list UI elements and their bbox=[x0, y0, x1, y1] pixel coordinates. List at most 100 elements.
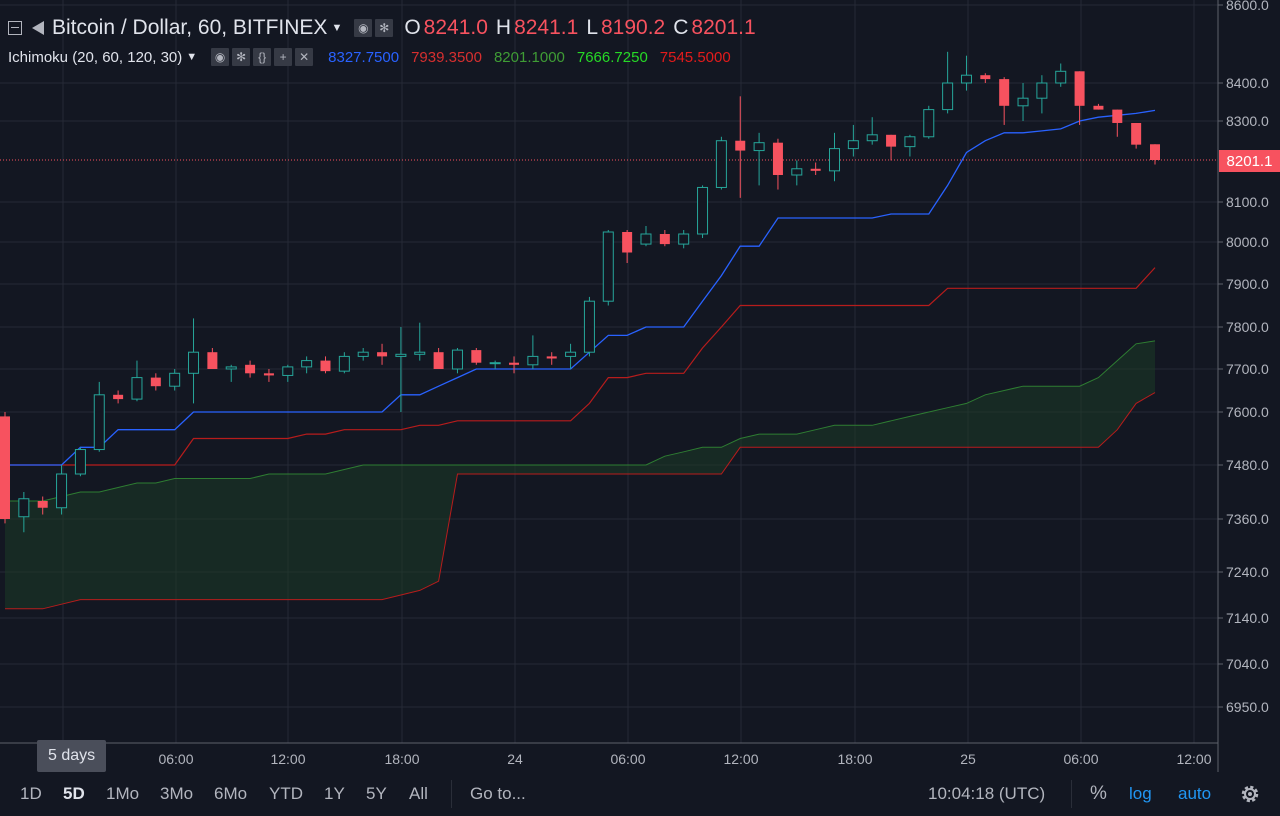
candle-body bbox=[131, 377, 143, 400]
price-tick-label: 8300.0 bbox=[1226, 113, 1269, 129]
range-1d[interactable]: 1D bbox=[20, 784, 42, 803]
candle-body bbox=[1017, 97, 1029, 107]
toolbar-divider bbox=[1071, 780, 1072, 808]
candle-body bbox=[357, 351, 369, 357]
price-tick-label: 7900.0 bbox=[1226, 276, 1269, 292]
candlestick-series bbox=[0, 51, 1160, 533]
candle-body bbox=[74, 449, 86, 475]
candle-body bbox=[489, 362, 501, 365]
candle-body bbox=[886, 134, 897, 147]
candle-body bbox=[829, 148, 841, 172]
settings-icon[interactable]: ✻ bbox=[232, 48, 251, 66]
range-1y[interactable]: 1Y bbox=[324, 784, 345, 803]
candle-body bbox=[640, 233, 652, 245]
price-tick-label: 7800.0 bbox=[1226, 319, 1269, 335]
range-ytd[interactable]: YTD bbox=[269, 784, 303, 803]
ohlc-high-value: 8241.1 bbox=[514, 16, 579, 39]
indicator-value-base: 7939.3500 bbox=[411, 48, 482, 66]
indicator-name[interactable]: Ichimoku (20, 60, 120, 30) bbox=[8, 48, 183, 66]
symbol-title[interactable]: Bitcoin / Dollar, 60, BITFINEX bbox=[52, 16, 328, 39]
utc-clock[interactable]: 10:04:18 (UTC) bbox=[928, 784, 1046, 803]
time-tick-label: 24 bbox=[507, 751, 523, 767]
candle-body bbox=[565, 351, 577, 357]
source-code-icon[interactable]: {} bbox=[253, 48, 272, 66]
candle-body bbox=[1036, 82, 1048, 99]
candle-body bbox=[791, 168, 803, 176]
collapse-legend-button[interactable] bbox=[8, 21, 22, 35]
range-3mo[interactable]: 3Mo bbox=[160, 784, 194, 803]
candle-body bbox=[772, 142, 783, 175]
price-tick-label: 7040.0 bbox=[1226, 656, 1269, 672]
candle-body bbox=[622, 232, 633, 253]
candle-body bbox=[188, 351, 200, 374]
candle-body bbox=[697, 186, 709, 235]
time-tick-label: 12:00 bbox=[1176, 751, 1211, 767]
time-tick-label: 18:00 bbox=[384, 751, 419, 767]
percent-scale-toggle[interactable]: % bbox=[1090, 783, 1107, 804]
range-5d[interactable]: 5D bbox=[63, 784, 85, 803]
range-5y[interactable]: 5Y bbox=[366, 784, 387, 803]
plus-icon[interactable]: + bbox=[274, 48, 293, 66]
candle-body bbox=[960, 74, 972, 84]
ohlc-high-key: H bbox=[495, 16, 512, 39]
series-actions: ◉ ✻ bbox=[354, 19, 396, 37]
candle-body bbox=[999, 79, 1010, 106]
ohlc-low-value: 8190.2 bbox=[601, 16, 666, 39]
chevron-down-icon[interactable]: ▼ bbox=[331, 22, 343, 34]
candle-body bbox=[904, 136, 916, 148]
time-tick-label: 12:00 bbox=[270, 751, 305, 767]
price-tick-label: 7700.0 bbox=[1226, 361, 1269, 377]
candle-body bbox=[810, 168, 821, 171]
flag-icon[interactable] bbox=[32, 21, 44, 35]
candle-body bbox=[1074, 71, 1085, 106]
time-tick-label: 06:00 bbox=[610, 751, 645, 767]
chart-axes: 8600.0 8400.0 8300.0 8100.0 8000.0 7900.0 7800… bbox=[0, 0, 1270, 772]
candle-body bbox=[678, 233, 690, 245]
time-tick-label: 25 bbox=[960, 751, 976, 767]
settings-icon[interactable] bbox=[1238, 782, 1262, 806]
price-tick-label: 6950.0 bbox=[1226, 699, 1269, 715]
candle-body bbox=[377, 352, 388, 357]
eye-icon[interactable]: ◉ bbox=[354, 19, 373, 37]
goto-button[interactable]: Go to... bbox=[470, 784, 526, 803]
candle-body bbox=[451, 349, 463, 370]
candle-body bbox=[980, 75, 991, 80]
eye-icon[interactable]: ◉ bbox=[211, 48, 230, 66]
indicator-legend: Ichimoku (20, 60, 120, 30) ▼ ◉ ✻ {} + ✕ … bbox=[8, 46, 731, 68]
price-tick-label: 7600.0 bbox=[1226, 404, 1269, 420]
candle-body bbox=[527, 355, 539, 366]
candle-body bbox=[414, 351, 426, 355]
candle-body bbox=[113, 394, 124, 400]
candle-body bbox=[602, 231, 614, 302]
chevron-down-icon[interactable]: ▼ bbox=[186, 51, 198, 63]
candle-body bbox=[847, 140, 859, 150]
ohlc-close-key: C bbox=[673, 16, 689, 39]
candle-body bbox=[546, 356, 557, 359]
price-tick-label: 7140.0 bbox=[1226, 610, 1269, 626]
close-icon[interactable]: ✕ bbox=[295, 48, 314, 66]
candle-body bbox=[263, 373, 274, 376]
candle-body bbox=[923, 109, 935, 138]
candle-body bbox=[18, 498, 30, 518]
candle-body bbox=[471, 350, 482, 363]
candle-body bbox=[1055, 70, 1067, 84]
log-scale-toggle[interactable]: log bbox=[1129, 784, 1152, 803]
candle-body bbox=[433, 352, 444, 369]
candle-body bbox=[866, 134, 878, 142]
candle-body bbox=[1112, 109, 1123, 123]
time-tick-label: 12:00 bbox=[723, 751, 758, 767]
candle-body bbox=[320, 360, 331, 372]
range-6mo[interactable]: 6Mo bbox=[214, 784, 248, 803]
range-all[interactable]: All bbox=[409, 784, 428, 803]
settings-icon[interactable]: ✻ bbox=[375, 19, 394, 37]
auto-scale-toggle[interactable]: auto bbox=[1178, 784, 1212, 803]
price-tick-label: 8100.0 bbox=[1226, 194, 1269, 210]
candle-body bbox=[583, 300, 595, 353]
candle-body bbox=[395, 353, 407, 357]
candle-body bbox=[0, 416, 10, 519]
candle-body bbox=[1131, 122, 1142, 145]
indicator-value-lagging: 8201.1000 bbox=[493, 48, 565, 66]
range-1mo[interactable]: 1Mo bbox=[106, 784, 140, 803]
candle-body bbox=[301, 360, 313, 368]
